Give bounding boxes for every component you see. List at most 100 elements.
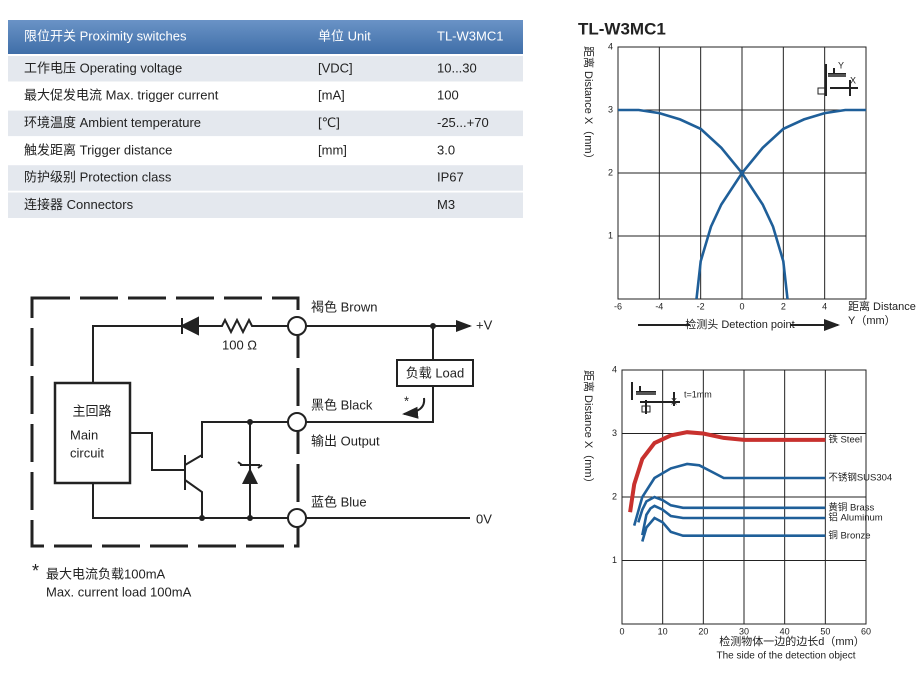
x-tick-label: -2 xyxy=(697,301,705,311)
series-line xyxy=(628,430,826,513)
wire xyxy=(92,483,470,519)
footnote: Max. current load 100mA xyxy=(46,584,192,599)
x-tick-label: 40 xyxy=(780,626,790,636)
table-header-bg xyxy=(8,20,523,54)
x-tick-label: 30 xyxy=(739,626,749,636)
x-tick-label: 10 xyxy=(658,626,668,636)
table-row-bg xyxy=(8,110,523,137)
inset-bg xyxy=(814,60,862,96)
x-tick-label: 4 xyxy=(822,301,827,311)
table-row-bg xyxy=(8,137,523,164)
terminal xyxy=(287,412,307,432)
circuit-diagram: 主回路 Main circuit 负载 Load * 褐色 Brown +V 1… xyxy=(30,296,493,599)
table-cell: 环境温度 Ambient temperature xyxy=(24,115,201,130)
y-tick-label: 4 xyxy=(612,364,617,374)
inset: t=1mm X xyxy=(626,378,712,418)
inset: Y X xyxy=(814,60,862,96)
table-cell: 防护级别 Protection class xyxy=(24,170,172,185)
series-label: 不锈钢SUS304 xyxy=(828,471,892,483)
y-tick-label: 1 xyxy=(612,555,617,565)
inset-sensor xyxy=(817,87,827,95)
table-cell: [mm] xyxy=(318,142,347,157)
wire-label: 黑色 Black xyxy=(311,397,373,412)
x-axis-label: Y（mm） xyxy=(848,314,896,327)
x-tick-label: 2 xyxy=(781,301,786,311)
series-line xyxy=(618,108,789,300)
annotation: 检测头 Detection point xyxy=(685,317,794,331)
spec-table: 限位开关 Proximity switches 单位 Unit TL-W3MC1 工作… xyxy=(8,20,523,218)
series-line xyxy=(641,504,826,536)
inset-sensor xyxy=(641,405,651,413)
junction xyxy=(247,419,253,425)
y-tick-label: 3 xyxy=(612,428,617,438)
table-cell: 3.0 xyxy=(437,142,455,157)
wire xyxy=(92,317,288,383)
supply-label: +V xyxy=(476,317,493,332)
series-line xyxy=(632,462,826,526)
y-tick-label: 2 xyxy=(612,491,617,501)
x-axis-label: The side of the detection object xyxy=(717,651,856,662)
wire xyxy=(130,421,288,518)
load-box xyxy=(396,359,474,387)
wire xyxy=(306,326,434,423)
inset-label: t=1mm xyxy=(684,389,712,399)
y-axis-label: 距离 Distance X（mm） xyxy=(582,46,596,165)
chart-title: TL-W3MC1 xyxy=(578,19,666,38)
table-cell: [mA] xyxy=(318,88,345,103)
x-tick-label: 50 xyxy=(820,626,830,636)
table-cell: 10...30 xyxy=(437,60,477,75)
table-cell: 连接器 Connectors xyxy=(24,197,134,212)
table-row-bg xyxy=(8,83,523,109)
wire-label: 蓝色 Blue xyxy=(311,494,367,509)
table-cell: IP67 xyxy=(437,170,464,185)
terminal xyxy=(287,316,307,336)
table-cell: 工作电压 Operating voltage xyxy=(24,60,182,75)
main-label: Main xyxy=(70,427,98,442)
diode xyxy=(179,316,199,336)
ground-label: 0V xyxy=(476,511,492,526)
table-header: 限位开关 Proximity switches xyxy=(24,28,187,43)
x-tick-label: 20 xyxy=(698,626,708,636)
series-label: 铁 Steel xyxy=(828,433,862,445)
table-cell: [VDC] xyxy=(318,60,353,75)
y-axis-label: 距离 Distance X（mm） xyxy=(582,370,596,489)
main-label: circuit xyxy=(70,445,104,460)
current-arrow xyxy=(402,397,426,419)
series-line xyxy=(695,108,866,300)
table-cell: M3 xyxy=(437,197,455,212)
table-cell: -25...+70 xyxy=(437,115,489,130)
series-line xyxy=(641,516,826,542)
y-tick-label: 1 xyxy=(608,230,613,240)
table-row-bg xyxy=(8,165,523,191)
terminal xyxy=(287,508,307,528)
x-tick-label: -4 xyxy=(655,301,663,311)
table-cell: 100 xyxy=(437,88,459,103)
load-label: 负载 Load xyxy=(406,365,465,380)
series-label: 铝 Aluminum xyxy=(828,511,882,523)
x-tick-label: 60 xyxy=(861,626,871,636)
table-row-bg xyxy=(8,56,523,82)
x-tick-label: 0 xyxy=(739,301,744,311)
inset-target xyxy=(636,392,656,395)
x-tick-label: 0 xyxy=(619,626,624,636)
table-cell: 触发距离 Trigger distance xyxy=(24,142,172,157)
y-tick-label: 2 xyxy=(608,167,613,177)
inset-label: X xyxy=(850,75,856,85)
table-header: TL-W3MC1 xyxy=(437,28,503,43)
inset-target xyxy=(828,74,846,77)
asterisk: * xyxy=(404,393,409,408)
wire-label: 褐色 Brown xyxy=(311,299,377,314)
table-cell: [℃] xyxy=(318,115,340,130)
main-label: 主回路 xyxy=(72,403,111,418)
series-label: 黄铜 Brass xyxy=(828,501,874,513)
table-header: 单位 Unit xyxy=(318,28,371,43)
zener xyxy=(242,468,258,484)
series-label: 铜 Bronze xyxy=(828,529,870,541)
x-axis-label: 检测物体一边的边长d（mm） xyxy=(719,634,864,648)
inset-label: X xyxy=(671,396,677,406)
x-axis-label: 距离 Distance xyxy=(848,299,916,313)
inset-label: Y xyxy=(838,60,844,70)
y-tick-label: 3 xyxy=(608,104,613,114)
